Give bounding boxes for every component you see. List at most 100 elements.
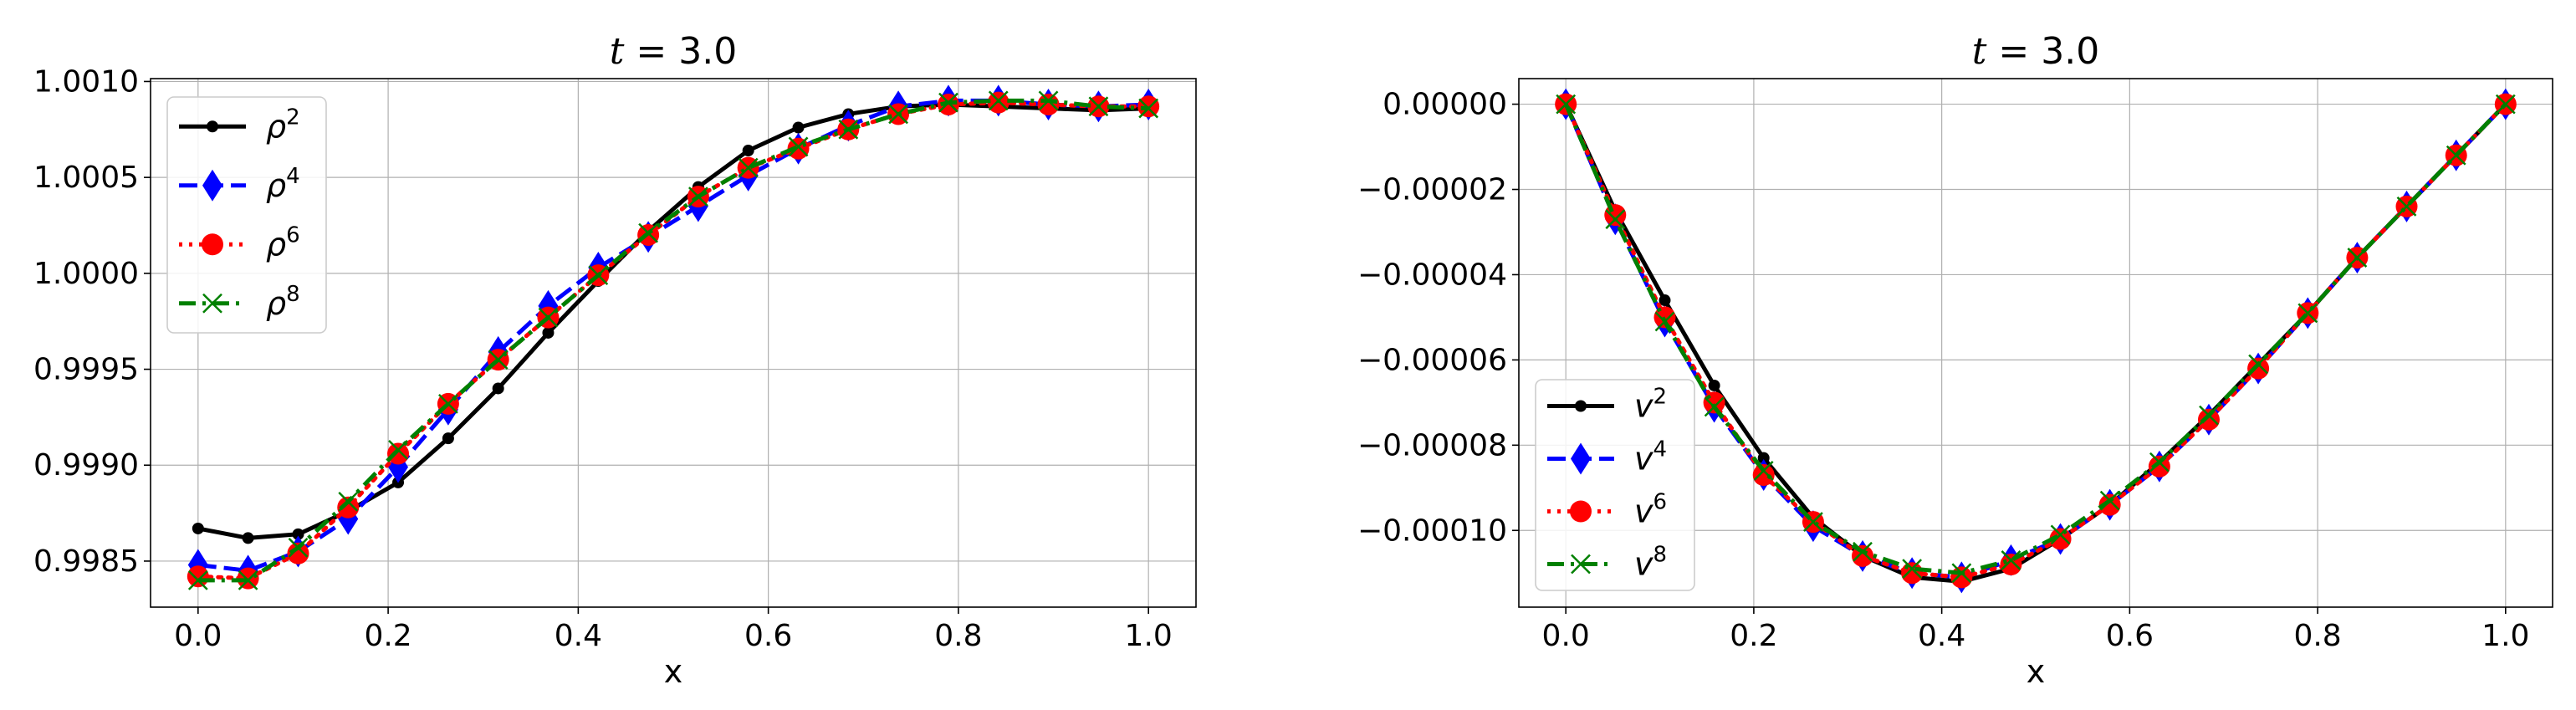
legend-marker xyxy=(202,293,222,314)
data-point xyxy=(1951,563,1972,584)
x-tick-label: 0.6 xyxy=(744,619,792,653)
x-tick-label: 0.4 xyxy=(555,619,602,653)
data-point xyxy=(1902,559,1923,580)
legend-label: v2 xyxy=(1634,385,1667,425)
data-point xyxy=(488,350,509,370)
series-markers-3 xyxy=(187,90,1159,590)
data-point xyxy=(2199,405,2219,426)
data-point xyxy=(988,90,1009,111)
legend-marker xyxy=(1571,442,1591,475)
data-point xyxy=(2001,550,2021,570)
data-point xyxy=(238,570,258,590)
x-tick-label: 0.0 xyxy=(174,619,222,653)
data-point xyxy=(287,542,309,564)
data-point xyxy=(1803,512,1823,532)
x-axis-label: x xyxy=(2027,653,2046,690)
x-tick-label: 1.0 xyxy=(1125,619,1173,653)
series-line-1 xyxy=(197,98,1149,573)
data-point xyxy=(888,104,908,125)
data-point xyxy=(2396,197,2417,217)
chart-title-value: = 3.0 xyxy=(624,30,737,73)
y-tick-label: −0.00008 xyxy=(1357,428,1507,462)
data-point xyxy=(2248,354,2268,375)
legend-item-0: v2 xyxy=(1547,385,1667,425)
data-point xyxy=(1752,464,1775,486)
data-point xyxy=(1708,379,1720,391)
data-point xyxy=(2347,248,2368,268)
data-point xyxy=(792,121,805,134)
data-point xyxy=(2446,145,2466,166)
data-point xyxy=(1753,461,1774,481)
velocity-chart-panel: 0.0 0.2 0.4 0.6 0.8 1.0 0.00000 −0.00002 −0.0000… xyxy=(1357,30,2553,690)
data-point xyxy=(1556,94,1577,115)
legend-marker xyxy=(1571,554,1591,575)
legend-item-2: v6 xyxy=(1547,490,1667,530)
ticks: 0.0 0.2 0.4 0.6 0.8 1.0 0.00000 −0.00002 −0.0000… xyxy=(1357,88,2529,653)
data-point xyxy=(2050,524,2071,545)
x-tick-label: 0.4 xyxy=(1918,619,1965,653)
series-group xyxy=(1555,88,2517,594)
data-point xyxy=(438,393,458,414)
chart-title: t = 3.0 xyxy=(1972,30,2100,73)
series-line-0 xyxy=(197,102,1149,540)
legend-marker xyxy=(202,233,223,256)
x-tick-label: 0.6 xyxy=(2106,619,2154,653)
legend-label: ρ2 xyxy=(266,105,300,145)
data-point xyxy=(2247,357,2270,380)
data-point xyxy=(492,382,504,395)
x-tick-label: 0.8 xyxy=(2293,619,2341,653)
series-markers-1 xyxy=(187,84,1159,587)
y-tick-label: 0.9990 xyxy=(33,448,139,483)
data-point xyxy=(288,538,309,558)
y-tick-label: 1.0000 xyxy=(33,257,139,291)
chart-title-variable: t xyxy=(1972,30,1987,73)
data-point xyxy=(1901,562,1924,585)
data-point xyxy=(588,265,609,286)
data-point xyxy=(1950,566,1973,589)
x-axis-label: x xyxy=(664,653,683,690)
series-markers-0 xyxy=(192,98,1155,544)
data-point xyxy=(688,186,708,207)
data-point xyxy=(187,565,209,588)
series-markers-3 xyxy=(1556,94,2516,584)
data-point xyxy=(788,136,809,157)
legend-label: ρ4 xyxy=(266,164,300,204)
legend-marker xyxy=(207,120,218,133)
y-tick-label: 1.0005 xyxy=(33,161,139,195)
y-tick-label: 0.9985 xyxy=(33,544,139,579)
data-point xyxy=(1659,294,1671,307)
data-point xyxy=(838,119,859,140)
series-line-0 xyxy=(1563,102,2507,584)
data-point xyxy=(292,528,304,540)
data-point xyxy=(2098,493,2121,516)
legend-marker xyxy=(202,169,222,202)
density-chart-panel: 0.0 0.2 0.4 0.6 0.8 1.0 0.9985 0.9990 0.9995 1.00… xyxy=(33,30,1197,690)
data-point xyxy=(2149,452,2170,472)
data-point xyxy=(442,432,454,445)
data-point xyxy=(1088,96,1109,117)
data-point xyxy=(1604,204,1627,227)
data-point xyxy=(337,496,360,518)
legend-box xyxy=(166,96,327,334)
legend-item-2: ρ6 xyxy=(179,222,300,263)
data-point xyxy=(242,532,254,544)
legend-label: v6 xyxy=(1634,490,1667,530)
ticks: 0.0 0.2 0.4 0.6 0.8 1.0 0.9985 0.9990 0.9995 1.00… xyxy=(33,64,1173,653)
data-point xyxy=(938,92,958,113)
series-markers-2 xyxy=(1555,93,2517,589)
data-point xyxy=(2148,455,2170,478)
series-group xyxy=(187,84,1160,590)
data-point xyxy=(742,145,754,157)
data-point xyxy=(538,307,559,328)
chart-title-variable: t xyxy=(610,30,625,73)
legend-item-1: v4 xyxy=(1547,437,1667,478)
data-point xyxy=(542,326,555,339)
data-point xyxy=(1757,452,1770,464)
legend-box xyxy=(1535,379,1695,591)
legend-item-1: ρ4 xyxy=(179,164,300,204)
data-point xyxy=(187,570,208,590)
data-point xyxy=(2495,94,2516,115)
x-tick-label: 0.2 xyxy=(364,619,411,653)
